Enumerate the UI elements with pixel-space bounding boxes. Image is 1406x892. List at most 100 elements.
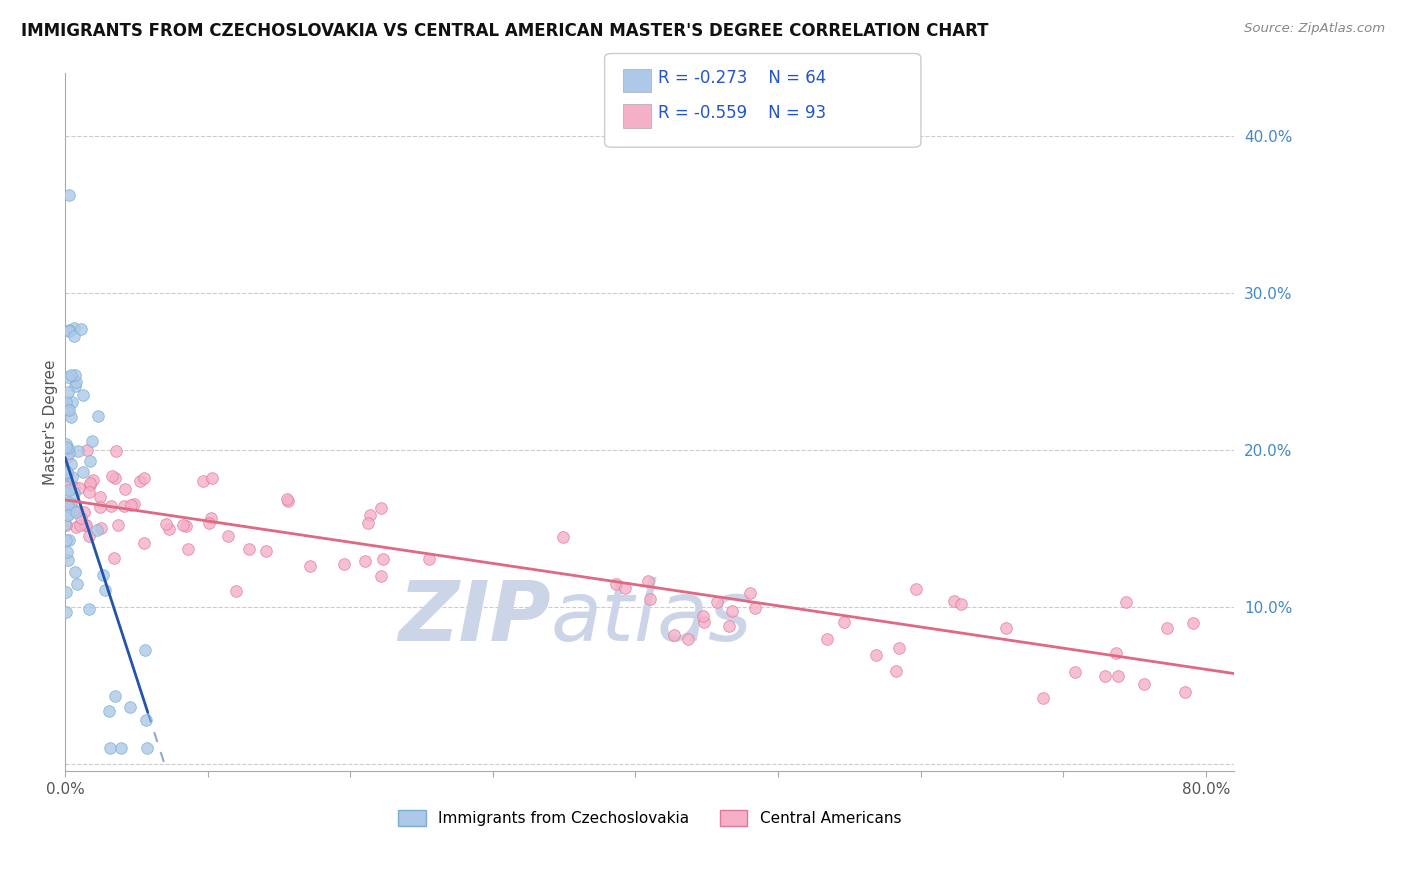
Point xyxy=(1107,668,1129,682)
Point xyxy=(55,467,77,481)
Point xyxy=(114,482,136,496)
Point xyxy=(59,409,82,424)
Point xyxy=(80,434,103,448)
Point xyxy=(55,484,77,499)
Point xyxy=(744,600,766,615)
Point xyxy=(94,582,117,597)
Point xyxy=(994,621,1017,635)
Point xyxy=(637,574,659,589)
Point xyxy=(605,577,627,591)
Point xyxy=(104,471,127,485)
Point xyxy=(77,529,100,543)
Point xyxy=(353,554,375,568)
Point xyxy=(1094,669,1116,683)
Point xyxy=(86,409,108,424)
Point xyxy=(201,470,224,484)
Y-axis label: Master's Degree: Master's Degree xyxy=(44,359,58,485)
Point xyxy=(91,567,114,582)
Point xyxy=(77,485,100,500)
Point xyxy=(69,518,91,533)
Point xyxy=(177,541,200,556)
Point xyxy=(72,466,94,480)
Point xyxy=(614,581,637,595)
Text: R = -0.559    N = 93: R = -0.559 N = 93 xyxy=(658,104,827,122)
Point xyxy=(60,395,83,409)
Text: R = -0.273    N = 64: R = -0.273 N = 64 xyxy=(658,69,827,87)
Point xyxy=(370,569,392,583)
Point xyxy=(56,508,79,522)
Point xyxy=(56,441,79,455)
Point xyxy=(129,474,152,488)
Point xyxy=(70,511,93,525)
Point xyxy=(77,602,100,616)
Point xyxy=(79,478,101,492)
Point xyxy=(1115,595,1137,609)
Point xyxy=(134,643,156,657)
Point xyxy=(79,476,101,491)
Point xyxy=(104,443,127,458)
Point xyxy=(58,324,80,338)
Point xyxy=(418,552,440,566)
Point xyxy=(98,740,121,755)
Point xyxy=(58,187,80,202)
Point xyxy=(298,559,321,574)
Point xyxy=(1156,620,1178,634)
Point xyxy=(950,597,973,611)
Point xyxy=(55,465,77,479)
Point xyxy=(217,529,239,543)
Point xyxy=(172,517,194,532)
Point xyxy=(157,522,180,536)
Point xyxy=(62,486,84,500)
Point xyxy=(56,508,79,522)
Point xyxy=(53,516,76,531)
Point xyxy=(134,536,156,550)
Point xyxy=(277,494,299,508)
Point xyxy=(1032,691,1054,706)
Point xyxy=(59,368,82,382)
Point xyxy=(1174,685,1197,699)
Text: ZIP: ZIP xyxy=(398,577,550,658)
Point xyxy=(73,505,96,519)
Point xyxy=(1063,665,1085,679)
Point xyxy=(101,468,124,483)
Point xyxy=(56,479,79,493)
Point xyxy=(662,628,685,642)
Point xyxy=(120,498,142,512)
Point xyxy=(65,504,87,518)
Point xyxy=(55,606,77,620)
Point xyxy=(720,604,742,618)
Point xyxy=(370,500,392,515)
Point xyxy=(56,467,79,482)
Point xyxy=(942,594,965,608)
Point xyxy=(107,517,129,532)
Point xyxy=(63,503,86,517)
Point xyxy=(638,591,661,606)
Point xyxy=(58,370,80,384)
Point xyxy=(676,632,699,646)
Point xyxy=(63,566,86,580)
Point xyxy=(56,465,79,479)
Point xyxy=(56,552,79,566)
Point xyxy=(67,482,90,496)
Text: atlas: atlas xyxy=(550,577,752,658)
Point xyxy=(254,543,277,558)
Point xyxy=(59,458,82,472)
Point xyxy=(135,740,157,755)
Point xyxy=(75,517,97,532)
Point xyxy=(238,541,260,556)
Point xyxy=(122,497,145,511)
Point xyxy=(104,689,127,703)
Point xyxy=(55,517,77,532)
Point xyxy=(63,368,86,383)
Point xyxy=(112,499,135,513)
Point xyxy=(63,480,86,494)
Point xyxy=(58,483,80,498)
Point xyxy=(200,511,222,525)
Legend: Immigrants from Czechoslovakia, Central Americans: Immigrants from Czechoslovakia, Central … xyxy=(391,802,908,833)
Point xyxy=(332,558,354,572)
Point xyxy=(98,704,121,718)
Point xyxy=(89,500,111,514)
Point xyxy=(371,552,394,566)
Point xyxy=(718,619,741,633)
Point xyxy=(82,473,104,487)
